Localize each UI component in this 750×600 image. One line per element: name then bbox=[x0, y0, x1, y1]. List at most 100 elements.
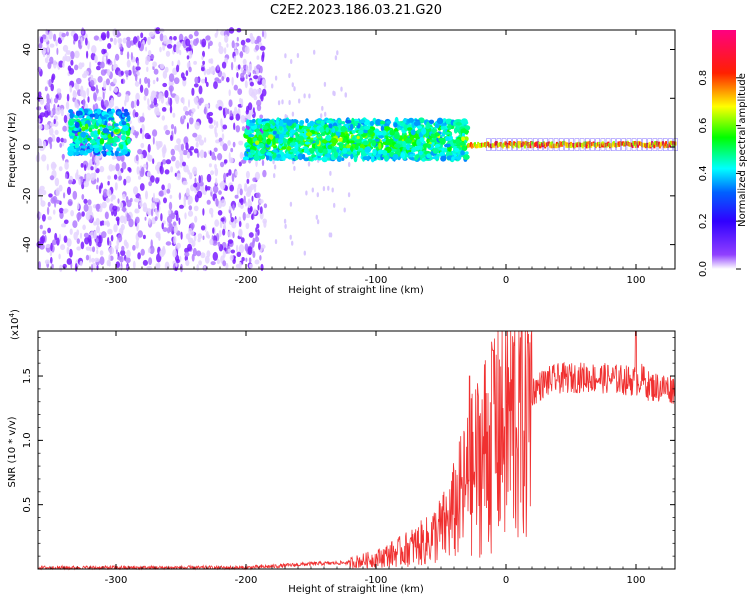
band-cell bbox=[108, 117, 115, 121]
noise-speck bbox=[185, 259, 190, 266]
noise-speck bbox=[139, 84, 144, 94]
band-cell bbox=[414, 145, 421, 151]
noise-speck bbox=[239, 51, 244, 59]
noise-speck bbox=[60, 244, 66, 251]
noise-speck bbox=[200, 225, 206, 231]
noise-speck bbox=[87, 205, 93, 213]
noise-speck bbox=[135, 92, 140, 102]
band-cell bbox=[410, 129, 416, 136]
noise-speck bbox=[168, 73, 175, 82]
noise-speck bbox=[147, 248, 151, 253]
noise-speck bbox=[46, 93, 50, 101]
noise-speck bbox=[174, 265, 178, 271]
carrier-cell bbox=[574, 138, 580, 151]
noise-speck bbox=[100, 99, 104, 109]
noise-speck bbox=[114, 182, 118, 191]
noise-speck bbox=[210, 187, 212, 193]
noise-speck bbox=[126, 51, 130, 60]
band-cell bbox=[459, 142, 466, 146]
noise-speck bbox=[149, 245, 155, 255]
noise-speck bbox=[219, 180, 226, 190]
noise-speck bbox=[228, 205, 232, 211]
noise-speck bbox=[58, 166, 63, 172]
noise-speck bbox=[100, 61, 105, 69]
band-cell bbox=[303, 157, 310, 162]
noise-speck bbox=[144, 216, 147, 221]
noise-speck bbox=[137, 40, 141, 49]
noise-speck bbox=[76, 103, 80, 110]
band-cell bbox=[431, 156, 439, 160]
noise-speck bbox=[187, 169, 191, 175]
noise-speck bbox=[263, 220, 267, 228]
noise-speck bbox=[186, 151, 191, 159]
band-cell bbox=[434, 144, 441, 148]
band-cell bbox=[421, 127, 427, 135]
noise-speck bbox=[104, 211, 109, 220]
band-cell bbox=[107, 125, 113, 130]
noise-speck bbox=[238, 220, 242, 228]
noise-speck bbox=[271, 83, 274, 89]
carrier-cell bbox=[652, 138, 658, 151]
noise-speck bbox=[178, 192, 182, 200]
carrier-cell bbox=[522, 138, 528, 151]
noise-speck bbox=[69, 85, 73, 93]
colorbar-ticks: 0.0 0.2 0.4 0.6 0.8 bbox=[698, 70, 741, 277]
noise-speck bbox=[191, 240, 196, 247]
noise-speck bbox=[70, 210, 74, 217]
noise-speck bbox=[252, 251, 256, 258]
carrier-cell bbox=[470, 142, 473, 147]
band-cell bbox=[337, 119, 342, 124]
band-cell bbox=[304, 141, 311, 145]
noise-speck bbox=[79, 260, 83, 267]
noise-speck bbox=[187, 243, 192, 251]
noise-speck bbox=[82, 98, 86, 108]
noise-speck bbox=[254, 171, 260, 181]
noise-speck bbox=[200, 252, 206, 259]
snr-y-label: SNR (10 * v/v) bbox=[7, 416, 18, 487]
band-cell bbox=[384, 154, 389, 161]
noise-speck bbox=[222, 250, 226, 258]
noise-speck bbox=[229, 110, 233, 118]
band-cell bbox=[258, 137, 262, 142]
noise-speck bbox=[179, 50, 182, 56]
noise-speck bbox=[61, 32, 66, 38]
noise-speck bbox=[212, 251, 218, 261]
carrier-cell bbox=[658, 141, 661, 146]
noise-speck bbox=[225, 185, 228, 191]
noise-speck bbox=[207, 43, 210, 50]
noise-speck bbox=[209, 150, 212, 157]
noise-speck bbox=[229, 184, 234, 192]
noise-speck bbox=[274, 239, 278, 245]
noise-speck bbox=[198, 98, 202, 106]
noise-speck bbox=[227, 248, 231, 253]
y-tick-label: 0 bbox=[22, 144, 33, 150]
noise-speck bbox=[74, 82, 78, 90]
carrier-cell bbox=[569, 138, 575, 151]
noise-speck bbox=[215, 177, 218, 185]
carrier-cell bbox=[531, 141, 534, 146]
band-cell bbox=[282, 156, 286, 161]
noise-speck bbox=[260, 263, 264, 272]
noise-speck bbox=[235, 113, 241, 121]
band-cell bbox=[319, 126, 324, 134]
noise-speck bbox=[144, 76, 148, 84]
noise-speck bbox=[148, 257, 153, 265]
band-cell bbox=[453, 120, 458, 127]
noise-speck bbox=[202, 60, 206, 65]
noise-speck bbox=[274, 75, 278, 81]
noise-speck bbox=[142, 202, 147, 211]
noise-speck bbox=[293, 165, 296, 171]
band-cell bbox=[381, 130, 387, 136]
snr-axes: -300 -200 -100 0 100 0.5 1.0 1.5 bbox=[22, 331, 676, 586]
noise-speck bbox=[221, 76, 225, 81]
band-cell bbox=[85, 149, 92, 154]
snr-series-line bbox=[37, 330, 675, 571]
band-cell bbox=[78, 115, 83, 119]
noise-speck bbox=[136, 166, 140, 175]
noise-speck bbox=[161, 115, 165, 121]
noise-speck bbox=[160, 213, 163, 222]
noise-speck bbox=[101, 220, 105, 226]
noise-speck bbox=[78, 62, 83, 70]
band-cell bbox=[298, 143, 302, 148]
noise-speck bbox=[162, 82, 168, 88]
